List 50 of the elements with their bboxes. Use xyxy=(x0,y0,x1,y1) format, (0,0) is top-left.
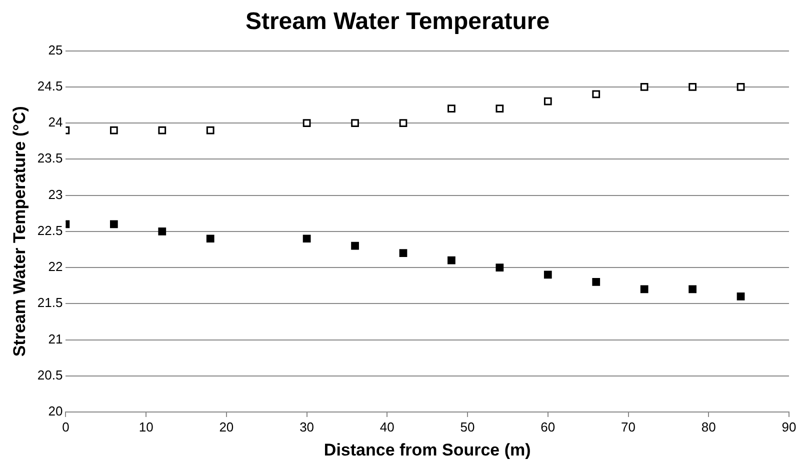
point xyxy=(399,119,408,127)
point xyxy=(206,234,214,243)
point xyxy=(302,234,311,243)
y-tick-label: 21 xyxy=(48,331,63,346)
point xyxy=(640,82,648,91)
x-tick-label: 30 xyxy=(300,419,314,434)
point xyxy=(351,242,359,250)
x-tick-label: 10 xyxy=(138,419,154,434)
point xyxy=(302,119,311,127)
point xyxy=(448,104,456,113)
x-tick-label: 90 xyxy=(782,419,796,434)
y-tick-label: 24 xyxy=(48,114,63,130)
y-tick-label: 23 xyxy=(48,186,63,202)
x-tick-label: 40 xyxy=(380,419,394,434)
x-tick-label: 70 xyxy=(621,419,636,434)
y-tick-label: 22 xyxy=(48,259,63,274)
x-tick-label: 80 xyxy=(701,419,716,434)
point xyxy=(158,126,166,134)
x-tick-label: 60 xyxy=(540,419,556,434)
point xyxy=(688,82,696,91)
point xyxy=(592,278,600,286)
y-axis-title: Stream Water Temperature (°C) xyxy=(10,106,29,357)
point xyxy=(496,104,504,113)
point xyxy=(688,285,696,294)
point xyxy=(496,264,504,272)
point xyxy=(544,97,552,106)
y-tick-label: 21.5 xyxy=(37,295,63,310)
x-tick-label: 0 xyxy=(62,419,70,434)
point xyxy=(448,256,456,264)
x-axis-title: Distance from Source (m) xyxy=(324,440,531,460)
chart-title: Stream Water Temperature xyxy=(245,8,550,36)
point xyxy=(110,220,118,228)
x-tick-label: 50 xyxy=(460,419,475,434)
y-tick-label: 22.5 xyxy=(37,222,63,238)
y-tick-label: 20.5 xyxy=(37,367,63,382)
point xyxy=(544,270,552,279)
y-tick-label: 24.5 xyxy=(37,78,63,94)
point xyxy=(736,292,745,300)
point xyxy=(592,90,600,98)
point xyxy=(110,126,118,134)
point xyxy=(399,249,408,258)
y-tick-label: 23.5 xyxy=(37,150,63,166)
x-tick-label: 20 xyxy=(219,419,234,434)
y-tick-label: 20 xyxy=(48,404,63,419)
point xyxy=(640,285,648,294)
point xyxy=(158,227,166,236)
point xyxy=(206,126,214,134)
point xyxy=(736,82,745,91)
point xyxy=(351,119,359,127)
y-tick-label: 25 xyxy=(48,42,63,58)
